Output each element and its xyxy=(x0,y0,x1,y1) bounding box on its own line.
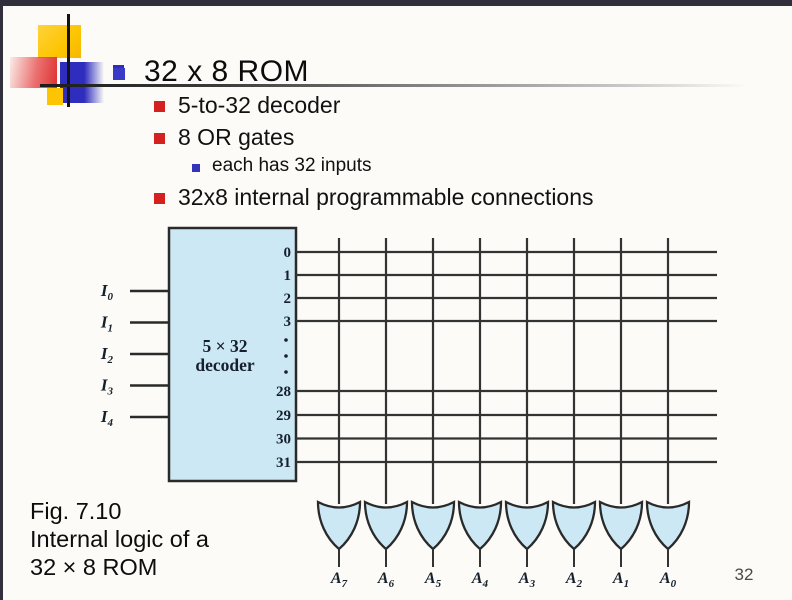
sub-bullet-icon xyxy=(192,164,200,172)
row-label: 1 xyxy=(284,268,292,284)
input-label: I4 xyxy=(100,407,114,429)
bullet-item: 8 OR gates xyxy=(178,124,295,150)
row-label: 3 xyxy=(284,314,292,330)
output-label: A2 xyxy=(565,570,583,590)
top-border-band xyxy=(0,0,792,6)
decoder-box xyxy=(167,226,298,483)
bullet-item: 5-to-32 decoder xyxy=(178,92,341,118)
or-gate xyxy=(363,500,409,551)
row-label: 30 xyxy=(276,432,291,448)
bullet-icon xyxy=(154,133,165,144)
or-gate xyxy=(410,500,456,551)
or-gate xyxy=(316,500,362,551)
page-number: 32 xyxy=(734,565,754,584)
or-gate xyxy=(645,500,691,551)
input-label: I2 xyxy=(100,344,114,366)
caption-line: 32 × 8 ROM xyxy=(30,554,158,580)
logo-yellow-square xyxy=(38,25,81,58)
figure-caption: Fig. 7.10 Internal logic of a 32 × 8 ROM xyxy=(30,497,209,581)
row-label: 29 xyxy=(276,408,291,424)
output-label: A1 xyxy=(612,570,629,590)
logo-crosshair-vertical-line xyxy=(67,14,70,107)
caption-line: Internal logic of a xyxy=(30,526,209,552)
or-gate xyxy=(551,500,597,551)
output-label: A7 xyxy=(330,570,348,590)
decoder-input-lines xyxy=(130,289,169,419)
input-label: I1 xyxy=(100,313,113,335)
title-underline xyxy=(40,84,770,87)
logo-yellow-square-small xyxy=(47,88,63,105)
or-gate xyxy=(504,500,550,551)
or-gate xyxy=(457,500,503,551)
decoder-label-line1: 5 × 32 xyxy=(203,336,248,356)
word-lines xyxy=(296,250,717,464)
input-label: I0 xyxy=(100,281,114,303)
bit-lines xyxy=(337,238,670,504)
output-label: A0 xyxy=(659,570,677,590)
or-gates xyxy=(316,500,691,551)
output-label: A3 xyxy=(518,570,536,590)
bullet-icon xyxy=(154,101,165,112)
ellipsis-dots xyxy=(284,338,288,374)
row-label: 2 xyxy=(284,291,292,307)
title-bullet-icon xyxy=(113,68,125,80)
left-border-band xyxy=(0,0,3,600)
row-label: 31 xyxy=(276,455,291,471)
gate-output-lines xyxy=(338,549,669,567)
logo-red-square xyxy=(10,57,57,88)
output-label: A4 xyxy=(471,570,489,590)
row-label: 0 xyxy=(284,245,292,261)
output-label: A6 xyxy=(377,570,395,590)
bullet-sub-item: each has 32 inputs xyxy=(212,155,372,176)
output-label: A5 xyxy=(424,570,442,590)
or-gate xyxy=(598,500,644,551)
page-title: 32 x 8 ROM xyxy=(144,55,310,88)
bullet-item: 32x8 internal programmable connections xyxy=(178,184,594,210)
caption-line: Fig. 7.10 xyxy=(30,498,122,524)
input-label: I3 xyxy=(100,376,114,398)
decoder-label-line2: decoder xyxy=(195,355,255,375)
row-label: 28 xyxy=(276,384,291,400)
bullet-icon xyxy=(154,193,165,204)
